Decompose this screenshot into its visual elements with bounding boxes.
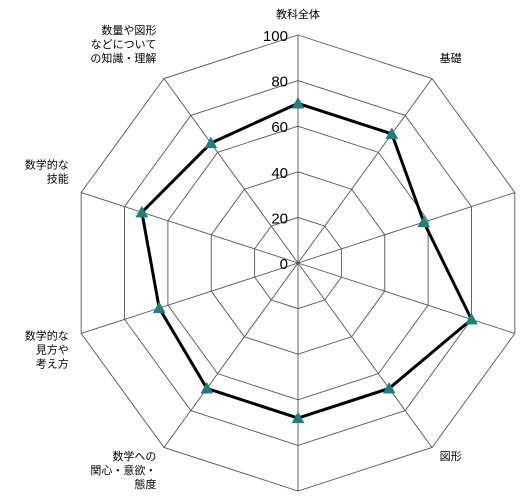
tick-label: 0 [280, 256, 288, 273]
category-label-line: 教科全体 [276, 7, 320, 21]
series-point [200, 381, 214, 394]
grid-spoke [163, 262, 299, 448]
category-label-line: 図形 [440, 450, 462, 463]
tick-label: 40 [271, 165, 288, 182]
series-point [385, 127, 399, 139]
grid-spoke [81, 192, 299, 264]
category-labels: 教科全体基礎活量と測定図形数量関係数学への関心・意欲・態度数学的な見方や考え方数… [25, 7, 462, 491]
category-label-line: 数学への [112, 449, 156, 463]
category-label-line: 数学的な [25, 158, 69, 172]
series-point [135, 205, 149, 218]
series-point [291, 411, 305, 424]
category-label-line: などについて [91, 38, 157, 51]
category-label-line: 技能 [47, 172, 69, 186]
tick-label: 80 [271, 74, 288, 91]
category-label-line: 考え方 [36, 356, 69, 370]
grid-spoke [297, 262, 515, 334]
category-label-line: 基礎 [440, 52, 462, 65]
series-point [291, 96, 305, 109]
radial-tick-labels: 0 20 40 60 80 100 [263, 28, 288, 273]
category-label: 図形 [440, 450, 462, 463]
series-point [417, 215, 431, 228]
category-label-line: 態度 [134, 477, 156, 491]
grid-spoke [81, 262, 299, 334]
grid-spoke [163, 78, 299, 264]
category-label-line: 見方や [36, 342, 69, 356]
series-point [204, 136, 218, 149]
grid-spoke [297, 78, 433, 264]
category-label: 数学的な見方や考え方 [25, 328, 69, 370]
radar-series [135, 96, 478, 424]
category-label-line: 関心・意欲・ [90, 463, 156, 477]
series-point [152, 301, 166, 314]
tick-label: 100 [263, 28, 288, 45]
category-label: 数学的な技能 [25, 158, 69, 186]
category-label: 数学への関心・意欲・態度 [90, 449, 156, 491]
radar-grid [80, 34, 516, 492]
tick-label: 60 [271, 119, 288, 136]
category-label: 教科全体 [276, 7, 320, 21]
tick-label: 20 [271, 210, 288, 227]
category-label: 数量や図形などについての知識・理解 [90, 24, 156, 65]
series-point [465, 312, 478, 325]
grid-spoke [297, 262, 433, 448]
category-label: 基礎 [440, 52, 462, 65]
series-point [382, 381, 396, 394]
category-label-line: の知識・理解 [90, 51, 156, 65]
grid-spoke [297, 192, 515, 264]
category-label-line: 数量や図形 [101, 24, 156, 37]
series-line [140, 101, 473, 420]
category-label-line: 数学的な [25, 328, 69, 342]
